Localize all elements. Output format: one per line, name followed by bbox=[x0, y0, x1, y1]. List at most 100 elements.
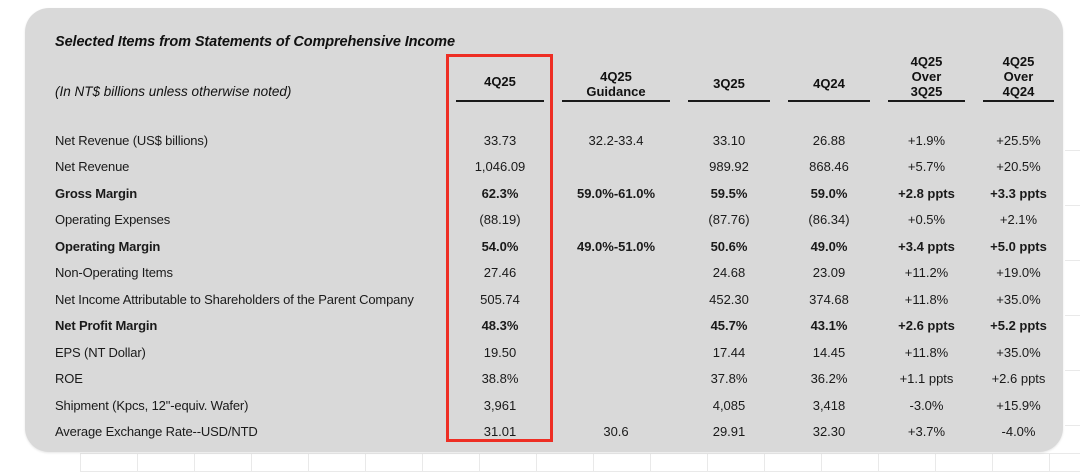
column-header-text: 4Q25 bbox=[1002, 54, 1035, 69]
column-header-text: Over bbox=[911, 69, 942, 84]
table-row: Average Exchange Rate--USD/NTD 31.01 30.6 2… bbox=[25, 419, 1063, 446]
cell-over_4q24: +20.5% bbox=[996, 159, 1041, 175]
cell-over_4q24: -4.0% bbox=[1001, 424, 1036, 440]
cell-over_3q25: +1.9% bbox=[907, 132, 946, 148]
cell-guidance: 59.0%-61.0% bbox=[576, 185, 656, 201]
cell-q3_25: 50.6% bbox=[710, 238, 748, 254]
cell-q4_24: 43.1% bbox=[810, 318, 848, 334]
header-underline bbox=[688, 100, 770, 102]
cell-over_3q25: +5.7% bbox=[907, 159, 946, 175]
cell-q4_25: 3,961 bbox=[483, 397, 517, 413]
cell-q4_24: 36.2% bbox=[810, 371, 848, 387]
background-grid-bottom bbox=[80, 453, 1080, 472]
cell-over_4q24: +15.9% bbox=[996, 397, 1041, 413]
cell-q4_24: (86.34) bbox=[808, 212, 850, 228]
cell-over_4q24: +5.0 ppts bbox=[990, 238, 1047, 254]
row-label: EPS (NT Dollar) bbox=[55, 344, 146, 360]
column-header-text: 3Q25 bbox=[910, 84, 943, 99]
column-header-over_3q25: 4Q25 Over 3Q25 bbox=[879, 48, 974, 102]
cell-over_4q24: +3.3 ppts bbox=[990, 185, 1047, 201]
row-label: Net Revenue bbox=[55, 159, 130, 175]
cell-q4_25: 54.0% bbox=[481, 238, 519, 254]
header-underline bbox=[562, 100, 670, 102]
cell-over_4q24: +2.1% bbox=[999, 212, 1038, 228]
table-row: Net Revenue (US$ billions) 33.73 32.2-33.4… bbox=[25, 127, 1063, 154]
row-label: Gross Margin bbox=[55, 185, 137, 201]
table-row: ROE 38.8% 37.8% 36.2% +1.1 ppts +2.6 ppts bbox=[25, 366, 1063, 393]
cell-over_3q25: +3.7% bbox=[907, 424, 946, 440]
cell-over_4q24: +2.6 ppts bbox=[991, 371, 1046, 387]
column-header-text: 4Q25 bbox=[910, 54, 943, 69]
column-header-q4_24: 4Q24 bbox=[779, 48, 879, 102]
cell-q4_24: 23.09 bbox=[812, 265, 846, 281]
table-row: Shipment (Kpcs, 12"-equiv. Wafer) 3,961 4,… bbox=[25, 392, 1063, 419]
table-row: EPS (NT Dollar) 19.50 17.44 14.45 +11.8% +35.… bbox=[25, 339, 1063, 366]
header-underline bbox=[456, 100, 544, 102]
cell-q3_25: 45.7% bbox=[710, 318, 748, 334]
cell-q4_24: 26.88 bbox=[812, 132, 846, 148]
cell-over_4q24: +19.0% bbox=[996, 265, 1041, 281]
cell-over_4q24: +25.5% bbox=[996, 132, 1041, 148]
cell-over_3q25: +1.1 ppts bbox=[899, 371, 954, 387]
row-label: ROE bbox=[55, 371, 83, 387]
row-label: Net Revenue (US$ billions) bbox=[55, 132, 208, 148]
financial-summary-card: Selected Items from Statements of Compre… bbox=[25, 8, 1063, 452]
row-label: Operating Margin bbox=[55, 238, 161, 254]
table-row: Operating Margin 54.0% 49.0%-51.0% 50.6% 49.… bbox=[25, 233, 1063, 260]
cell-over_3q25: -3.0% bbox=[909, 397, 944, 413]
table-row: Net Income Attributable to Shareholders … bbox=[25, 286, 1063, 313]
cell-over_3q25: +11.2% bbox=[904, 265, 949, 281]
header-underline bbox=[888, 100, 965, 102]
column-header-over_4q24: 4Q25 Over 4Q24 bbox=[974, 48, 1063, 102]
column-header-text: 3Q25 bbox=[713, 76, 745, 91]
table-units-note: (In NT$ billions unless otherwise noted) bbox=[55, 84, 292, 99]
cell-q3_25: 989.92 bbox=[709, 159, 749, 175]
column-header-text: 4Q25 bbox=[484, 74, 516, 89]
cell-q4_25: 62.3% bbox=[481, 185, 519, 201]
cell-q3_25: (87.76) bbox=[708, 212, 750, 228]
table-row: Operating Expenses (88.19) (87.76) (86.34) +… bbox=[25, 207, 1063, 234]
table-title: Selected Items from Statements of Compre… bbox=[55, 34, 455, 50]
cell-q4_25: 31.01 bbox=[483, 424, 517, 440]
cell-q3_25: 4,085 bbox=[712, 397, 746, 413]
cell-guidance: 32.2-33.4 bbox=[588, 132, 644, 148]
cell-q4_24: 59.0% bbox=[810, 185, 848, 201]
column-header-q3_25: 3Q25 bbox=[679, 48, 779, 102]
cell-over_4q24: +5.2 ppts bbox=[990, 318, 1047, 334]
column-header-text: 4Q24 bbox=[1002, 84, 1035, 99]
cell-over_3q25: +2.8 ppts bbox=[898, 185, 955, 201]
cell-q4_25: 27.46 bbox=[483, 265, 517, 281]
cell-q4_24: 374.68 bbox=[809, 291, 849, 307]
table-row: Net Revenue 1,046.09 989.92 868.46 +5.7% +20.… bbox=[25, 154, 1063, 181]
table-row: Non-Operating Items 27.46 24.68 23.09 +11.2%… bbox=[25, 260, 1063, 287]
cell-q3_25: 29.91 bbox=[712, 424, 746, 440]
row-label: Non-Operating Items bbox=[55, 265, 173, 281]
cell-over_3q25: +11.8% bbox=[904, 344, 949, 360]
column-header-label bbox=[25, 48, 447, 102]
cell-over_3q25: +2.6 ppts bbox=[898, 318, 955, 334]
cell-over_4q24: +35.0% bbox=[996, 291, 1041, 307]
cell-q4_24: 32.30 bbox=[812, 424, 846, 440]
cell-q4_24: 14.45 bbox=[812, 344, 846, 360]
cell-q4_25: 19.50 bbox=[483, 344, 517, 360]
cell-over_3q25: +11.8% bbox=[904, 291, 949, 307]
column-header-text: 4Q24 bbox=[813, 76, 845, 91]
cell-over_3q25: +0.5% bbox=[907, 212, 946, 228]
cell-q3_25: 24.68 bbox=[712, 265, 746, 281]
table-row: Gross Margin 62.3% 59.0%-61.0% 59.5% 59.0% +2… bbox=[25, 180, 1063, 207]
row-label: Average Exchange Rate--USD/NTD bbox=[55, 424, 258, 440]
column-header-text: 4Q25 bbox=[600, 69, 632, 84]
column-header-text: Over bbox=[1003, 69, 1034, 84]
cell-q4_25: 505.74 bbox=[480, 291, 520, 307]
cell-over_3q25: +3.4 ppts bbox=[898, 238, 955, 254]
cell-q3_25: 33.10 bbox=[712, 132, 746, 148]
cell-over_4q24: +35.0% bbox=[996, 344, 1041, 360]
cell-guidance: 30.6 bbox=[603, 424, 629, 440]
cell-q3_25: 452.30 bbox=[709, 291, 749, 307]
row-label: Operating Expenses bbox=[55, 212, 171, 228]
cell-q4_25: (88.19) bbox=[479, 212, 521, 228]
cell-q4_25: 33.73 bbox=[483, 132, 517, 148]
background-grid-right bbox=[1065, 150, 1080, 472]
cell-q4_25: 38.8% bbox=[481, 371, 519, 387]
cell-q3_25: 59.5% bbox=[710, 185, 748, 201]
